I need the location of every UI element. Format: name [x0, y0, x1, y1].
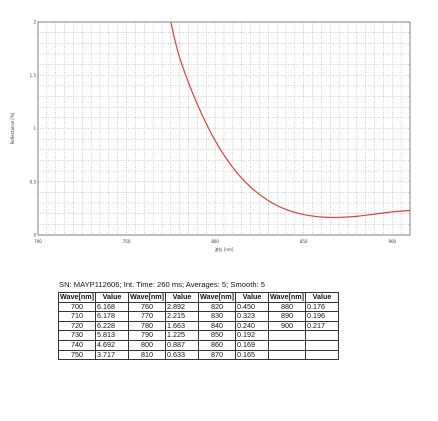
column-header-value: Value [95, 292, 129, 303]
wave-cell [268, 330, 306, 341]
wave-cell: 770 [128, 311, 166, 322]
y-tick-label: 2 [33, 20, 36, 25]
value-cell [305, 330, 339, 341]
table-row: 740 4.692 800 0.887 860 0.169 [58, 339, 339, 351]
wave-cell: 710 [58, 311, 96, 322]
y-axis-ticks: 2 1.5 1 0.5 0 [30, 20, 37, 238]
value-cell: 0.196 [305, 311, 339, 322]
y-tick-label: 0 [33, 233, 36, 238]
column-header-wave: Wave[nm] [268, 292, 306, 303]
table-row: 750 3.717 810 0.633 870 0.165 [58, 349, 339, 361]
table-header-row: Wave[nm] Value Wave[nm] Value Wave[nm] Value W… [58, 292, 339, 303]
y-tick-label: 0.5 [30, 179, 37, 184]
wave-cell: 900 [268, 320, 306, 332]
column-header-wave: Wave[nm] [128, 292, 166, 303]
x-tick-label: 800 [211, 239, 219, 244]
column-header-value: Value [165, 292, 199, 303]
y-axis-label: Reflectance [%] [10, 112, 15, 144]
plot-frame [37, 21, 411, 236]
x-tick-label: 750 [123, 239, 131, 244]
wave-cell: 830 [198, 311, 236, 322]
value-cell: 2.215 [165, 311, 199, 322]
wave-cell: 860 [198, 339, 236, 351]
table-body: 700 6.168 760 2.892 820 0.450 880 0.176 710 6.178… [58, 301, 339, 361]
value-cell: 0.887 [165, 339, 199, 351]
column-header-wave: Wave[nm] [58, 292, 96, 303]
value-cell: 0.323 [235, 311, 269, 322]
measurement-info: SN: MAYP112606; Int. Time: 260 ms; Avera… [59, 280, 265, 289]
y-tick-label: 1 [33, 126, 36, 131]
wave-cell: 890 [268, 311, 306, 322]
value-cell [305, 339, 339, 351]
wave-cell: 740 [58, 339, 96, 351]
wave-cell: 870 [198, 349, 236, 361]
column-header-value: Value [235, 292, 269, 303]
value-cell: 4.692 [95, 339, 129, 351]
value-cell: 0.169 [235, 339, 269, 351]
x-tick-label: 900 [388, 239, 396, 244]
wave-cell: 800 [128, 339, 166, 351]
column-header-value: Value [305, 292, 339, 303]
x-tick-label: 850 [300, 239, 308, 244]
x-axis-ticks: 700 750 800 850 900 [34, 239, 396, 244]
wave-cell: 750 [58, 349, 96, 361]
value-cell: 6.178 [95, 311, 129, 322]
wave-cell: 810 [128, 349, 166, 361]
table-row: 710 6.178 770 2.215 830 0.323 890 0.196 [58, 311, 339, 322]
x-tick-label: 700 [34, 239, 42, 244]
value-cell: 0.633 [165, 349, 199, 361]
column-header-wave: Wave[nm] [198, 292, 236, 303]
wave-cell [268, 339, 306, 351]
x-axis-label: 波长 [nm] [215, 246, 234, 252]
wave-cell [268, 349, 306, 361]
reflectance-table: Wave[nm] Value Wave[nm] Value Wave[nm] Value W… [58, 292, 339, 361]
chart-grid [37, 21, 411, 236]
value-cell: 0.165 [235, 349, 269, 361]
reflectance-chart: 2 1.5 1 0.5 0 700 750 800 850 900 波长 [nm] Reflec… [10, 20, 411, 252]
table-row: 720 6.228 780 1.663 840 0.240 900 0.217 [58, 320, 339, 332]
y-tick-label: 1.5 [30, 73, 37, 78]
value-cell: 3.717 [95, 349, 129, 361]
value-cell: 0.217 [305, 320, 339, 332]
reflectance-series-line [170, 21, 411, 219]
value-cell [305, 349, 339, 361]
